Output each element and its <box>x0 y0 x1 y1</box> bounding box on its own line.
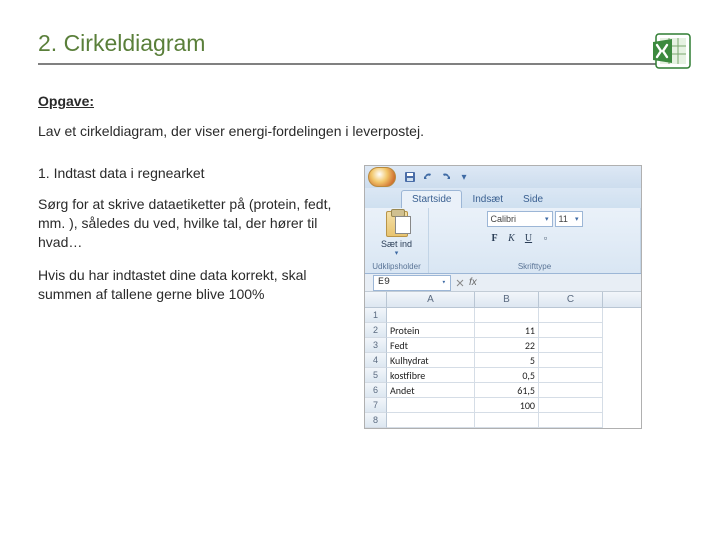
row-header[interactable]: 7 <box>365 398 387 413</box>
cell[interactable]: Kulhydrat <box>387 353 475 368</box>
chevron-down-icon: ▾ <box>545 215 549 223</box>
cell[interactable] <box>539 413 603 428</box>
chevron-down-icon: ▾ <box>395 249 399 257</box>
tab-indsaet[interactable]: Indsæt <box>462 191 513 208</box>
row-header[interactable]: 6 <box>365 383 387 398</box>
paste-label: Sæt ind <box>381 239 412 249</box>
sheet-row: 1 <box>365 308 641 323</box>
fx-icon[interactable]: fx <box>469 277 477 288</box>
cell[interactable]: Protein <box>387 323 475 338</box>
cell[interactable]: Andet <box>387 383 475 398</box>
name-box-value: E9 <box>378 277 390 288</box>
cell[interactable]: 22 <box>475 338 539 353</box>
bold-button[interactable]: F <box>487 230 503 246</box>
select-all-corner[interactable] <box>365 292 387 307</box>
excel-screenshot: ▾ Startside Indsæt Side Sæt ind ▾ Udklip <box>364 165 642 429</box>
cell[interactable] <box>387 308 475 323</box>
instruction-para-1: Sørg for at skrive dataetiketter på (pro… <box>38 195 350 252</box>
name-box[interactable]: E9 ▾ <box>373 275 451 291</box>
cancel-icon[interactable] <box>455 278 465 288</box>
excel-app-icon <box>650 28 696 74</box>
ribbon-group-clipboard: Sæt ind ▾ Udklipsholder <box>365 208 429 273</box>
page-title: 2. Cirkeldiagram <box>38 30 682 57</box>
font-name-value: Calibri <box>491 214 517 224</box>
cell[interactable]: Fedt <box>387 338 475 353</box>
sheet-row: 3Fedt22 <box>365 338 641 353</box>
cell[interactable]: 0,5 <box>475 368 539 383</box>
formula-bar-row: E9 ▾ fx <box>365 274 641 292</box>
ribbon-tabstrip: Startside Indsæt Side <box>365 188 641 208</box>
task-heading: Opgave: <box>38 93 682 109</box>
row-header[interactable]: 3 <box>365 338 387 353</box>
cell[interactable]: kostfibre <box>387 368 475 383</box>
quick-access-toolbar: ▾ <box>365 166 641 188</box>
row-header[interactable]: 5 <box>365 368 387 383</box>
chevron-down-icon: ▾ <box>442 278 446 287</box>
office-button[interactable] <box>368 167 396 187</box>
cell[interactable] <box>539 368 603 383</box>
cell[interactable] <box>539 323 603 338</box>
save-icon[interactable] <box>402 169 418 185</box>
column-header-a[interactable]: A <box>387 292 475 307</box>
undo-icon[interactable] <box>420 169 436 185</box>
cell[interactable] <box>475 413 539 428</box>
sheet-row: 7 100 <box>365 398 641 413</box>
cell[interactable]: 61,5 <box>475 383 539 398</box>
italic-button[interactable]: K <box>504 230 520 246</box>
title-divider <box>38 63 682 65</box>
redo-icon[interactable] <box>438 169 454 185</box>
underline-button[interactable]: U <box>521 230 537 246</box>
task-text: Lav et cirkeldiagram, der viser energi-f… <box>38 123 682 139</box>
sheet-row: 6Andet61,5 <box>365 383 641 398</box>
column-header-b[interactable]: B <box>475 292 539 307</box>
row-header[interactable]: 1 <box>365 308 387 323</box>
row-header[interactable]: 4 <box>365 353 387 368</box>
cell[interactable]: 5 <box>475 353 539 368</box>
font-size-select[interactable]: 11 ▾ <box>555 211 583 227</box>
group-label-clipboard: Udklipsholder <box>372 262 420 271</box>
cell[interactable] <box>475 308 539 323</box>
tab-startside[interactable]: Startside <box>401 190 462 208</box>
tab-side[interactable]: Side <box>513 191 553 208</box>
row-header[interactable]: 8 <box>365 413 387 428</box>
border-button[interactable]: ▫ <box>538 230 554 246</box>
cell[interactable] <box>539 383 603 398</box>
cell[interactable] <box>539 338 603 353</box>
chevron-down-icon: ▾ <box>575 215 579 223</box>
cell[interactable] <box>387 398 475 413</box>
cell[interactable] <box>539 353 603 368</box>
instruction-para-2: Hvis du har indtastet dine data korrekt,… <box>38 266 350 304</box>
step-heading: 1. Indtast data i regnearket <box>38 165 350 181</box>
paste-button[interactable]: Sæt ind ▾ <box>380 211 414 257</box>
column-header-c[interactable]: C <box>539 292 603 307</box>
sheet-row: 2Protein11 <box>365 323 641 338</box>
row-header[interactable]: 2 <box>365 323 387 338</box>
clipboard-icon <box>386 211 408 237</box>
sheet-row: 5kostfibre0,5 <box>365 368 641 383</box>
qat-dropdown-icon[interactable]: ▾ <box>456 169 472 185</box>
cell[interactable]: 100 <box>475 398 539 413</box>
cell[interactable] <box>539 308 603 323</box>
cell[interactable] <box>539 398 603 413</box>
worksheet-grid: A B C 12Protein113Fedt224Kulhydrat55kost… <box>365 292 641 428</box>
ribbon-group-font: Calibri ▾ 11 ▾ F K U ▫ <box>429 208 641 273</box>
font-name-select[interactable]: Calibri ▾ <box>487 211 553 227</box>
group-label-font: Skrifttype <box>518 262 551 271</box>
cell[interactable] <box>387 413 475 428</box>
sheet-row: 4Kulhydrat5 <box>365 353 641 368</box>
ribbon-body: Sæt ind ▾ Udklipsholder Calibri ▾ <box>365 208 641 274</box>
sheet-row: 8 <box>365 413 641 428</box>
font-size-value: 11 <box>559 214 568 224</box>
cell[interactable]: 11 <box>475 323 539 338</box>
